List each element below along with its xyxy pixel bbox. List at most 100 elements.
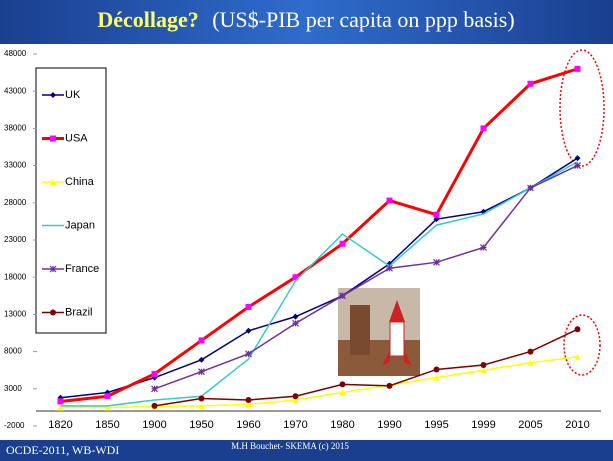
marker bbox=[339, 381, 346, 388]
marker bbox=[386, 264, 393, 272]
legend-box bbox=[35, 67, 107, 334]
marker bbox=[292, 274, 299, 281]
marker bbox=[433, 374, 440, 381]
x-tick-label: 2010 bbox=[565, 419, 589, 431]
x-tick-label: 1820 bbox=[48, 419, 72, 431]
y-tick-label: 18000 bbox=[4, 272, 27, 281]
marker bbox=[57, 398, 64, 405]
footer-credit: M.H Bouchet- SKEMA (c) 2015 bbox=[231, 441, 349, 451]
marker bbox=[198, 368, 205, 376]
y-tick-label: 3000 bbox=[4, 384, 22, 393]
series-line bbox=[154, 328, 578, 407]
x-tick-label: 1999 bbox=[471, 419, 495, 431]
footer-bar bbox=[0, 440, 613, 461]
marker bbox=[198, 337, 205, 344]
y-tick-label: -2000 bbox=[4, 421, 25, 430]
y-tick-label: 13000 bbox=[4, 310, 27, 319]
legend-label: Japan bbox=[65, 219, 95, 231]
marker bbox=[50, 135, 56, 142]
series-line bbox=[60, 161, 578, 407]
marker bbox=[245, 396, 252, 403]
marker bbox=[198, 395, 205, 402]
marker bbox=[574, 326, 581, 333]
marker bbox=[292, 313, 299, 320]
marker bbox=[57, 404, 64, 411]
title: Décollage? bbox=[97, 7, 198, 32]
marker bbox=[50, 179, 56, 185]
marker bbox=[50, 92, 56, 98]
x-tick-label: 1950 bbox=[189, 419, 213, 431]
marker bbox=[245, 327, 252, 334]
marker bbox=[480, 125, 487, 132]
marker bbox=[198, 402, 205, 409]
marker bbox=[574, 162, 581, 170]
marker bbox=[386, 382, 393, 389]
marker bbox=[339, 389, 346, 396]
marker bbox=[245, 350, 252, 358]
marker bbox=[245, 303, 252, 310]
series-line bbox=[60, 356, 578, 409]
x-tick-label: 1900 bbox=[142, 419, 166, 431]
x-tick-label: 2005 bbox=[518, 419, 542, 431]
marker bbox=[292, 396, 299, 403]
marker bbox=[480, 367, 487, 374]
x-tick-label: 1980 bbox=[330, 419, 354, 431]
series-line bbox=[154, 164, 578, 390]
x-tick-label: 1995 bbox=[424, 419, 448, 431]
legend-label: UK bbox=[65, 89, 81, 101]
x-tick-label: 1990 bbox=[377, 419, 401, 431]
marker bbox=[339, 240, 346, 247]
legend-label: France bbox=[65, 263, 99, 275]
marker bbox=[574, 155, 581, 162]
marker bbox=[292, 319, 299, 327]
marker bbox=[151, 370, 158, 377]
legend-label: China bbox=[65, 176, 95, 188]
subtitle: (US$-PIB per capita on ppp basis) bbox=[212, 7, 514, 32]
x-tick-label: 1970 bbox=[283, 419, 307, 431]
marker bbox=[151, 402, 158, 409]
y-tick-label: 48000 bbox=[4, 49, 27, 58]
marker bbox=[386, 197, 393, 204]
annotation-ellipse bbox=[563, 314, 601, 376]
image-tower bbox=[350, 305, 370, 355]
marker bbox=[433, 258, 440, 266]
marker bbox=[527, 80, 534, 87]
marker bbox=[527, 184, 534, 192]
marker bbox=[245, 401, 252, 408]
marker bbox=[151, 385, 158, 393]
y-tick-label: 38000 bbox=[4, 124, 27, 133]
marker bbox=[198, 356, 205, 363]
marker bbox=[292, 393, 299, 400]
y-tick-label: 23000 bbox=[4, 235, 27, 244]
series-line bbox=[60, 67, 578, 403]
marker bbox=[574, 65, 581, 72]
image-rocket-nose bbox=[389, 300, 405, 322]
y-tick-label: 33000 bbox=[4, 161, 27, 170]
marker bbox=[50, 309, 56, 316]
marker bbox=[527, 359, 534, 366]
rocket-image bbox=[338, 288, 420, 376]
annotation-ellipse bbox=[559, 49, 605, 167]
y-tick-label: 43000 bbox=[4, 86, 27, 95]
y-tick-label: 28000 bbox=[4, 198, 27, 207]
marker bbox=[339, 292, 346, 300]
marker bbox=[480, 244, 487, 251]
marker bbox=[433, 211, 440, 218]
title-bar bbox=[0, 0, 613, 44]
marker bbox=[49, 265, 57, 273]
marker bbox=[433, 366, 440, 373]
image-fin bbox=[382, 350, 390, 366]
slide-title: Décollage? (US$-PIB per capita on ppp ba… bbox=[97, 7, 514, 32]
x-axis bbox=[36, 410, 601, 412]
image-fin bbox=[404, 350, 412, 366]
legend-label: USA bbox=[65, 132, 88, 144]
marker bbox=[480, 361, 487, 368]
x-tick-label: 1850 bbox=[95, 419, 119, 431]
legend-label: Brazil bbox=[65, 306, 93, 318]
y-tick-label: 8000 bbox=[4, 347, 22, 356]
series-line bbox=[60, 157, 578, 399]
x-tick-label: 1960 bbox=[236, 419, 260, 431]
marker bbox=[104, 393, 111, 400]
footer-source: OCDE-2011, WB-WDI bbox=[6, 443, 119, 457]
